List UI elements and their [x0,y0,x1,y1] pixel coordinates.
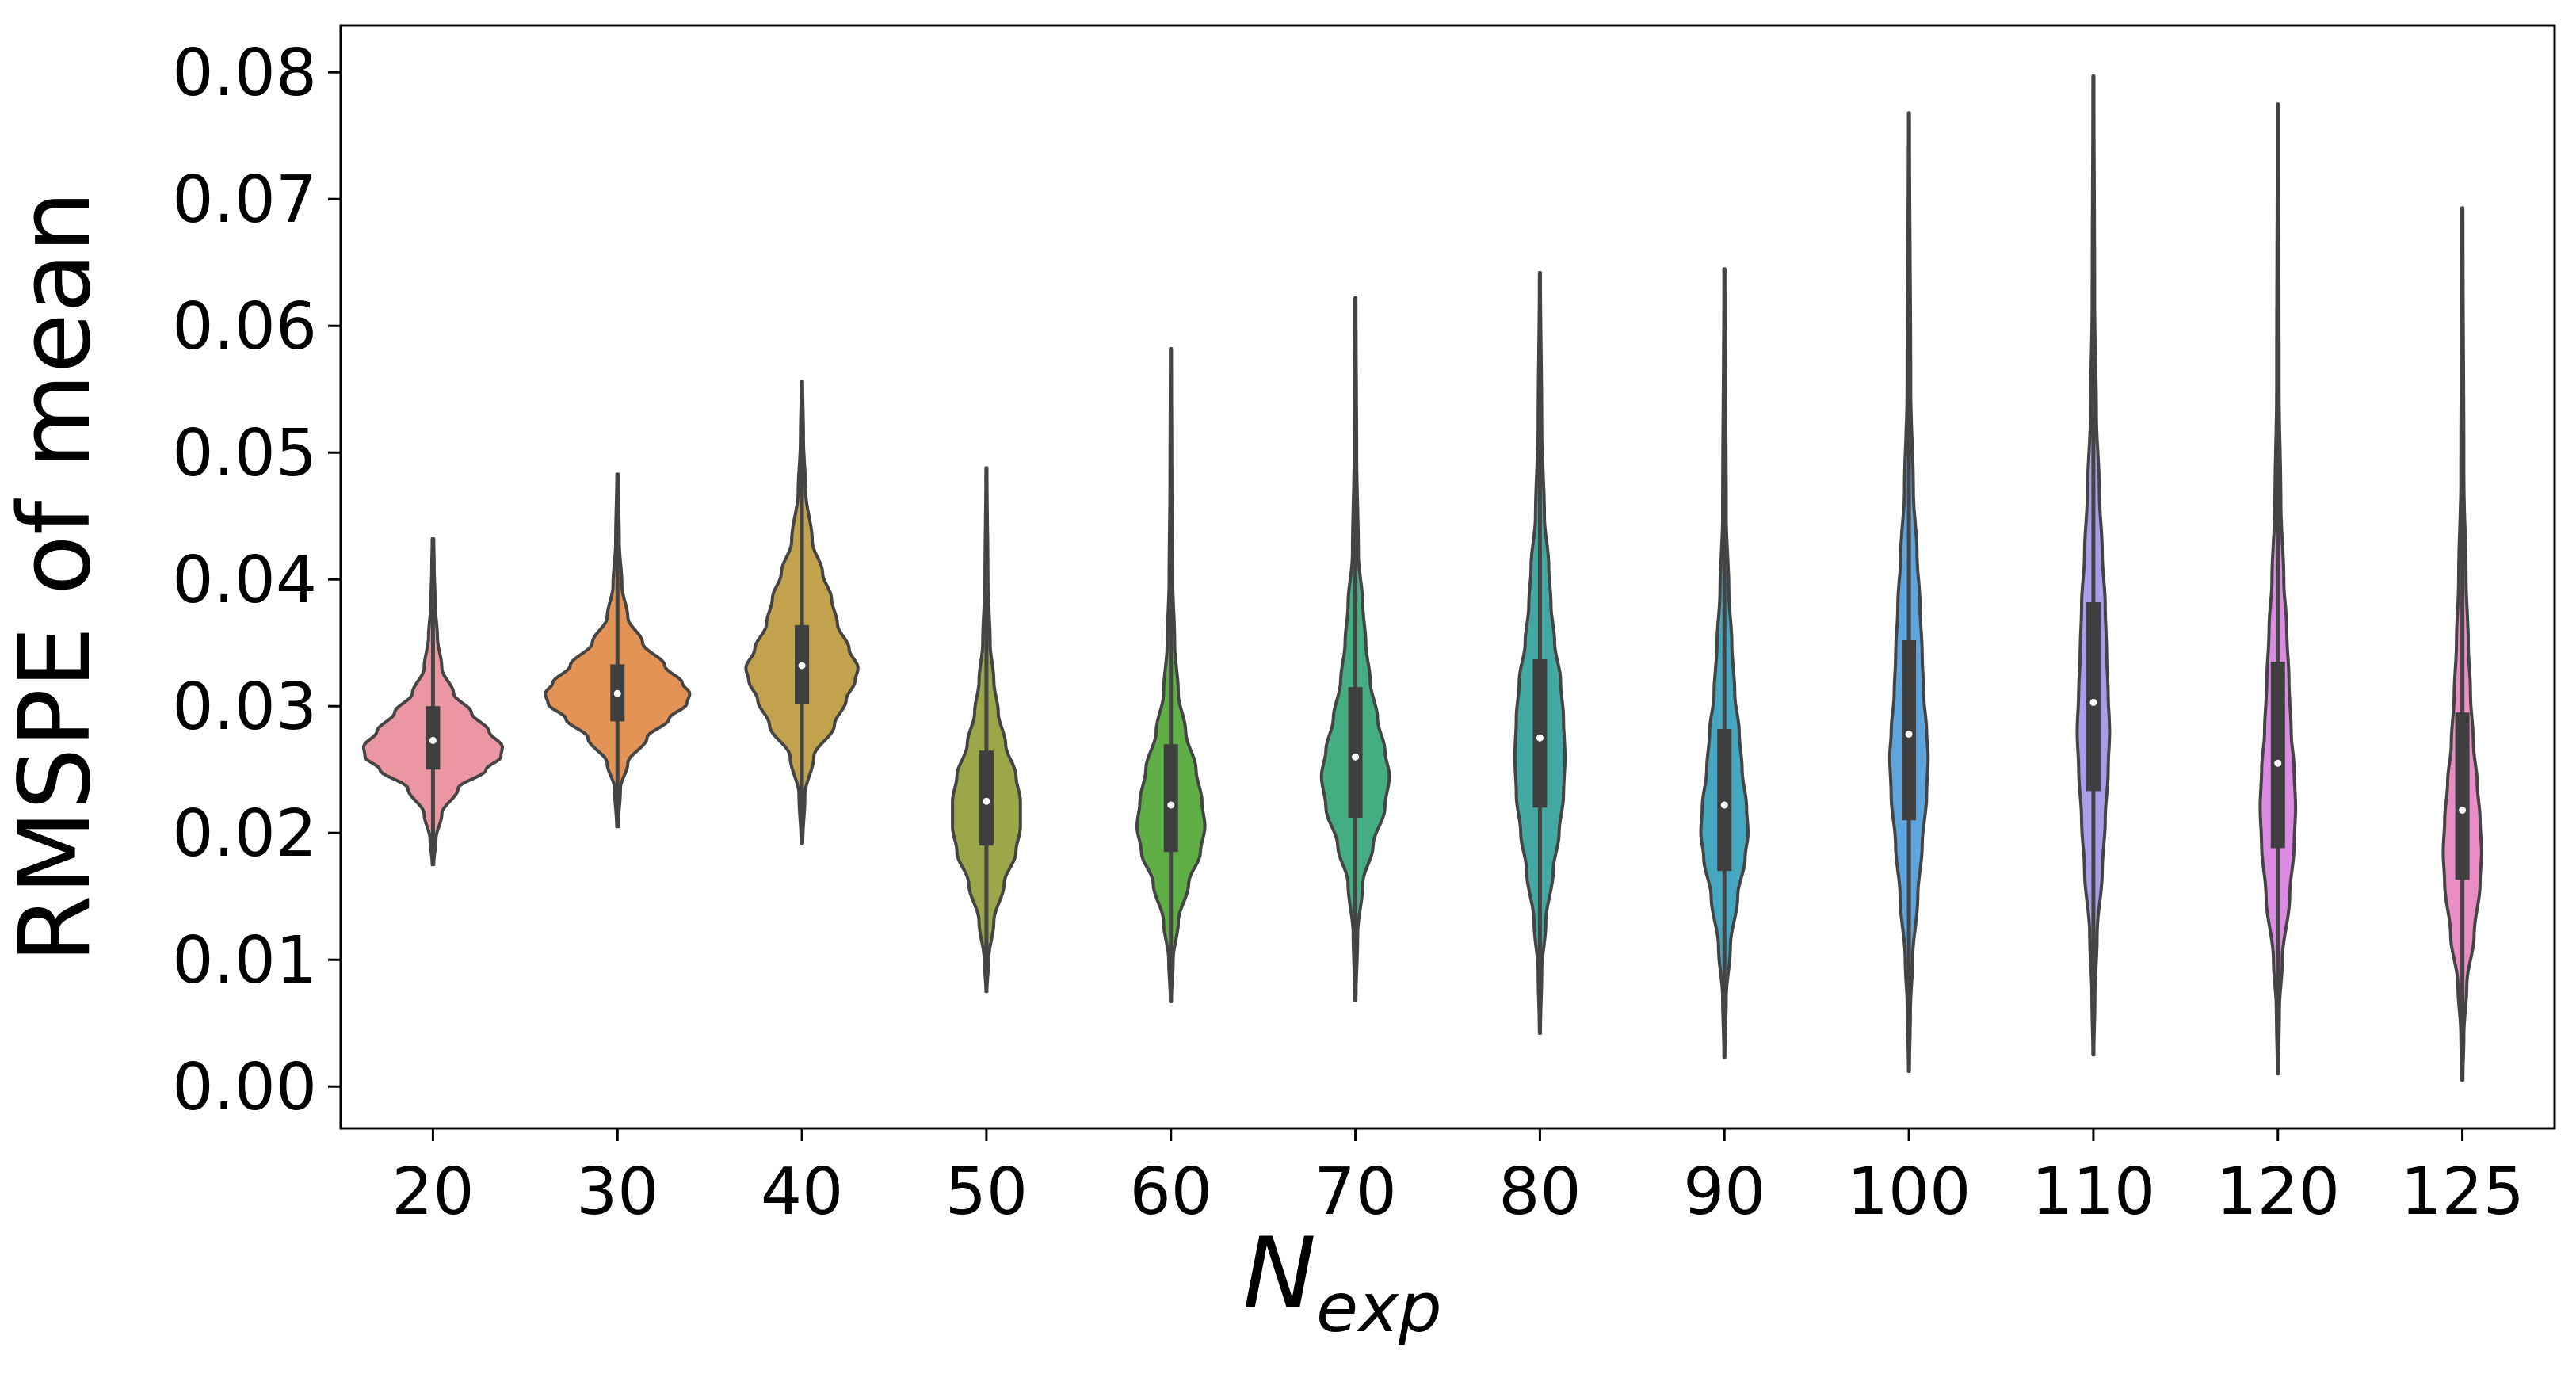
y-tick-label: 0.05 [172,416,317,491]
violin-iqr-box [2455,712,2470,880]
y-tick-label: 0.00 [172,1050,317,1125]
violin-median-dot [1536,734,1544,742]
x-tick-label: 110 [2032,1155,2156,1230]
violin-iqr-box [2270,662,2285,849]
x-tick-label: 70 [1314,1155,1396,1230]
violin-median-dot [1167,801,1175,809]
x-tick-label: 60 [1130,1155,1212,1230]
x-tick-label: 90 [1683,1155,1765,1230]
violins-group [361,74,2483,1082]
violin-median-dot [983,797,990,805]
x-tick-label: 100 [1847,1155,1971,1230]
x-axis: 20 30 40 50 60 70 80 90 100 110 120 125 [391,1128,2524,1230]
violin-median-dot [2089,698,2097,706]
violin-110 [2075,74,2112,1057]
y-tick-label: 0.07 [172,162,317,238]
violin-40 [744,380,860,845]
violin-20 [361,537,504,867]
y-tick-label: 0.01 [172,923,317,998]
y-axis-label: RMSPE of mean [0,191,113,964]
violin-iqr-box [1717,729,1732,872]
x-tick-label: 30 [576,1155,658,1230]
violin-median-dot [1905,730,1913,738]
violin-iqr-box [1532,659,1548,808]
y-tick-label: 0.02 [172,796,317,872]
violin-median-dot [2459,806,2467,814]
violin-100 [1887,111,1930,1073]
violin-iqr-box [1163,744,1178,853]
x-axis-label-subscript: exp [1316,1269,1441,1348]
violin-median-dot [613,689,621,697]
violin-median-dot [1352,753,1360,761]
violin-iqr-box [1348,687,1363,818]
x-tick-label: 20 [391,1155,474,1230]
x-tick-label: 50 [945,1155,1028,1230]
violin-125 [2441,206,2483,1082]
y-tick-label: 0.03 [172,670,317,745]
violin-90 [1699,267,1750,1059]
x-tick-label: 125 [2400,1155,2524,1230]
violin-iqr-box [1902,640,1917,821]
y-axis: 0.00 0.01 0.02 0.03 0.04 0.05 0.06 0.07 0.08 [172,36,341,1125]
x-tick-label: 80 [1498,1155,1581,1230]
violin-median-dot [429,736,437,744]
x-axis-label-base: N [1242,1217,1316,1331]
violin-50 [951,466,1022,994]
violin-60 [1135,347,1207,1003]
violin-median-dot [1720,801,1728,809]
violin-70 [1319,296,1391,1002]
violin-120 [2258,102,2298,1076]
violin-median-dot [2274,759,2282,767]
violin-iqr-box [2086,602,2101,792]
violin-30 [544,472,692,829]
violin-80 [1513,271,1567,1035]
plot-frame [339,24,2556,1130]
y-tick-label: 0.08 [172,36,317,111]
violin-median-dot [798,662,806,670]
y-tick-label: 0.04 [172,543,317,618]
x-axis-label: Nexp [1242,1217,1441,1348]
x-tick-label: 40 [761,1155,843,1230]
x-tick-label: 120 [2215,1155,2340,1230]
y-tick-label: 0.06 [172,289,317,364]
